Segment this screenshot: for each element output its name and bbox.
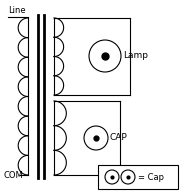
Text: Line: Line — [8, 6, 26, 15]
Text: = Cap: = Cap — [138, 173, 164, 181]
Text: Lamp: Lamp — [123, 52, 148, 60]
Text: COM: COM — [4, 170, 24, 179]
FancyBboxPatch shape — [98, 165, 178, 189]
Text: CAP: CAP — [110, 134, 128, 142]
